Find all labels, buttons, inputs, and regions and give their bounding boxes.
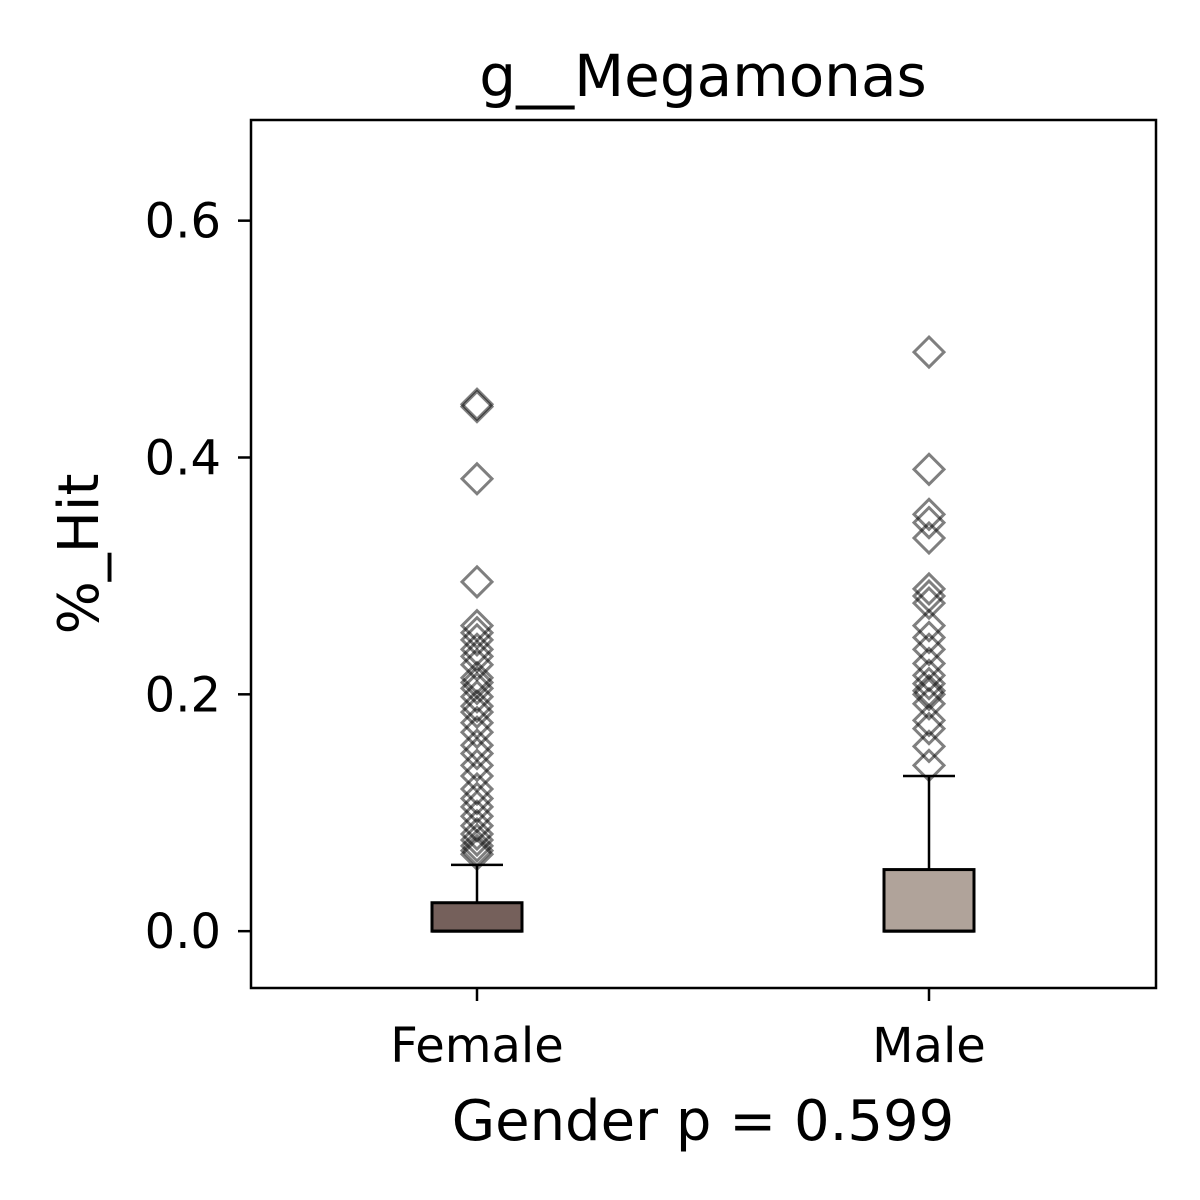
y-axis: 0.0 0.2 0.4 0.6 bbox=[145, 194, 251, 960]
outlier-point bbox=[911, 703, 947, 738]
outlier-point bbox=[459, 789, 495, 824]
outlier-point bbox=[459, 816, 495, 852]
outlier-point bbox=[911, 334, 947, 370]
outlier-point bbox=[459, 389, 495, 424]
outlier-point bbox=[911, 586, 947, 621]
outlier-point bbox=[911, 608, 947, 643]
plot-content bbox=[430, 334, 976, 933]
y-tick-label: 0.2 bbox=[145, 667, 221, 723]
outlier-point bbox=[911, 571, 947, 607]
box-group-female bbox=[430, 387, 524, 933]
outlier-point bbox=[911, 497, 947, 532]
outlier-point bbox=[911, 452, 947, 487]
x-tick-label: Male bbox=[872, 1018, 986, 1074]
outlier-point bbox=[459, 736, 495, 771]
box bbox=[430, 901, 524, 933]
outlier-point bbox=[459, 564, 495, 599]
outlier-point bbox=[459, 461, 495, 496]
x-axis-label: Gender p = 0.599 bbox=[452, 1089, 955, 1154]
outlier-point bbox=[911, 520, 947, 556]
box-group-male bbox=[882, 334, 976, 933]
outlier-point bbox=[459, 679, 495, 714]
outlier-point bbox=[911, 632, 947, 667]
y-tick-label: 0.4 bbox=[145, 430, 221, 486]
outlier-point bbox=[911, 748, 947, 783]
outlier-point bbox=[911, 620, 947, 655]
outlier-point bbox=[459, 833, 495, 868]
chart-title: g__Megamonas bbox=[479, 42, 926, 110]
outlier-point bbox=[459, 715, 495, 750]
y-tick-label: 0.6 bbox=[145, 194, 221, 250]
x-tick-label: Female bbox=[390, 1018, 564, 1074]
y-axis-label: %_Hit bbox=[47, 474, 112, 635]
plot-frame bbox=[249, 118, 1158, 990]
outlier-point bbox=[459, 771, 495, 807]
outlier-point bbox=[459, 671, 495, 706]
outlier-point bbox=[911, 686, 947, 721]
outlier-point bbox=[459, 837, 495, 872]
box bbox=[882, 868, 976, 933]
outlier-point bbox=[911, 711, 947, 746]
y-tick-label: 0.0 bbox=[145, 904, 221, 960]
outlier-point bbox=[911, 677, 947, 712]
outlier-point bbox=[459, 781, 495, 816]
outlier-point bbox=[459, 387, 495, 422]
outlier-point bbox=[459, 694, 495, 730]
outlier-point bbox=[911, 505, 947, 540]
outlier-point bbox=[911, 666, 947, 701]
outlier-point bbox=[459, 748, 495, 783]
outlier-point bbox=[459, 689, 495, 724]
outlier-point bbox=[459, 622, 495, 657]
outlier-point bbox=[911, 729, 947, 764]
outlier-point bbox=[459, 828, 495, 864]
outlier-point bbox=[459, 822, 495, 858]
x-axis: Female Male bbox=[390, 988, 986, 1074]
